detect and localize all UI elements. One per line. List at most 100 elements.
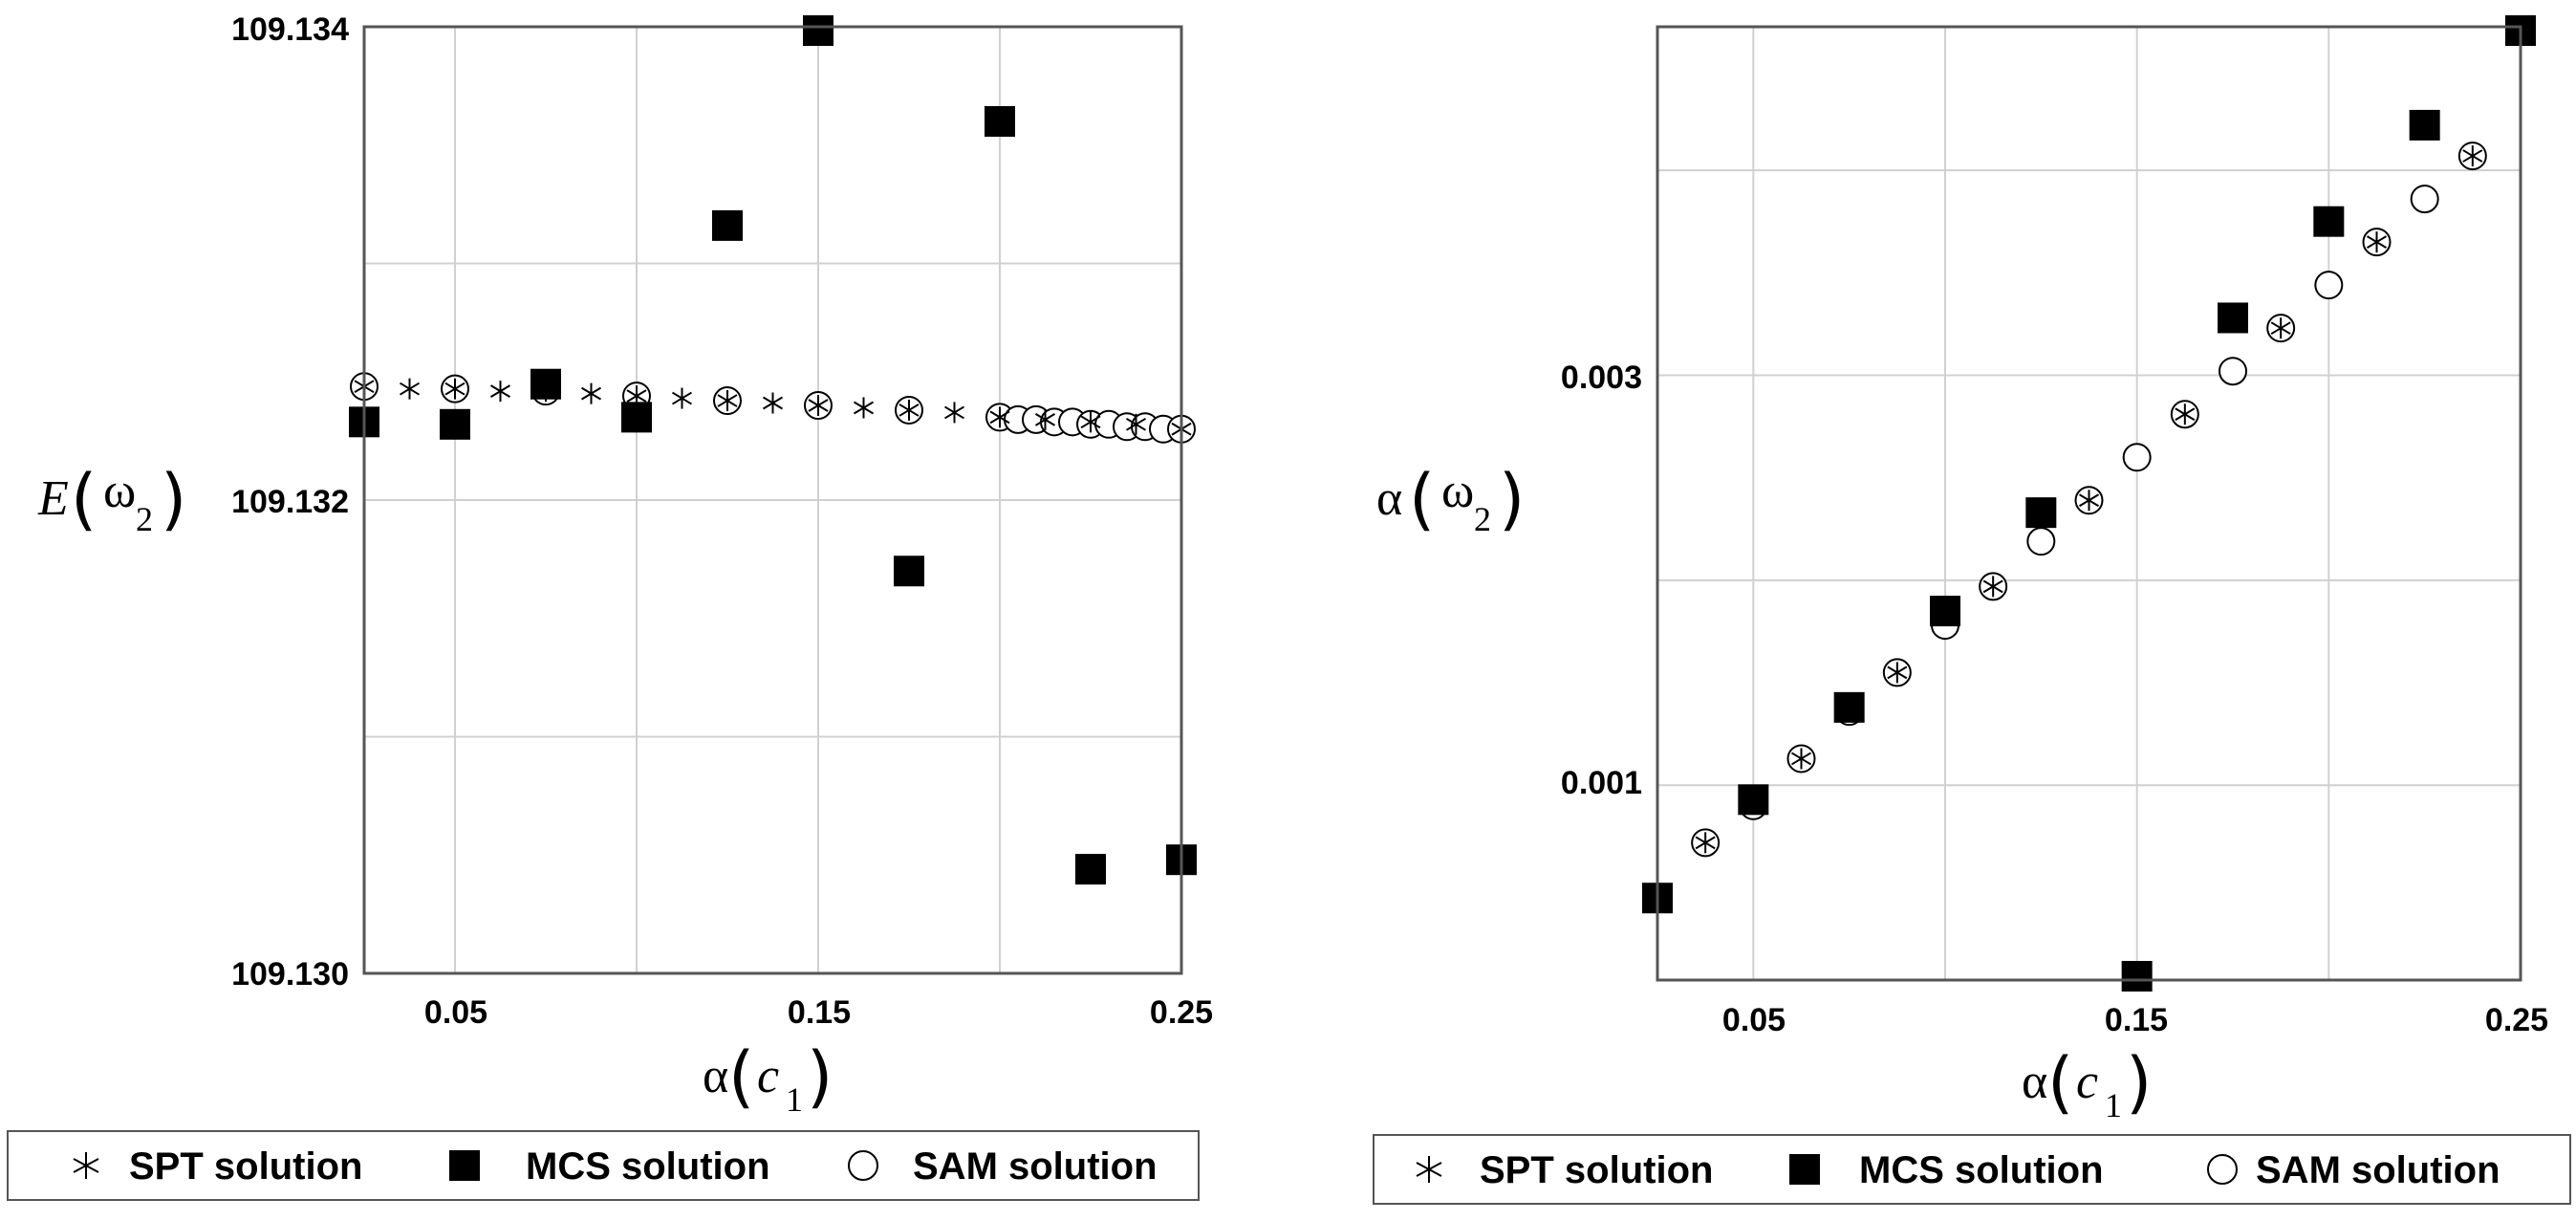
legend-square-icon [1789, 1154, 1820, 1185]
right-ytick-label: 0.003 [1561, 360, 1642, 396]
mcs-point [2121, 961, 2153, 992]
spt-point [717, 390, 738, 412]
mcs-point [2218, 302, 2248, 334]
svg-text:2: 2 [1474, 500, 1491, 538]
svg-text:(: ( [1409, 460, 1435, 538]
right-chart: 0.003 0.001 0.05 0.15 0.25 α ( ω 2 ) α (… [1373, 15, 2571, 1205]
right-xtick-label: 0.25 [2485, 1002, 2548, 1038]
sam-point [2219, 357, 2247, 386]
mcs-point [1075, 854, 1106, 885]
mcs-point [712, 209, 743, 241]
legend-circle-icon [2207, 1154, 2238, 1185]
legend-label-spt: SPT solution [129, 1145, 362, 1188]
left-xlabel: α ( c 1 ) [703, 1037, 833, 1119]
right-xlabel: α ( c 1 ) [2022, 1043, 2152, 1124]
spt-point [1887, 662, 1908, 684]
spt-point [1790, 748, 1812, 770]
spt-point [1080, 411, 1101, 433]
mcs-point [1833, 691, 1865, 723]
mcs-point [894, 556, 924, 587]
right-plot-frame [1656, 25, 2522, 982]
spt-point [1125, 413, 1147, 435]
right-xtick-label: 0.05 [1722, 1002, 1786, 1038]
svg-text:α: α [2022, 1055, 2047, 1109]
svg-text:): ) [807, 1037, 833, 1116]
legend-label-sam: SAM solution [2256, 1149, 2500, 1191]
svg-text:α: α [1376, 471, 1402, 526]
spt-point [2462, 145, 2483, 167]
svg-text:ω: ω [103, 464, 136, 518]
right-legend: SPT solution MCS solution SAM solution [1373, 1134, 2571, 1205]
spt-point [489, 381, 511, 403]
mcs-point [803, 15, 833, 46]
left-ytick-label: 109.132 [231, 484, 349, 520]
spt-point [989, 406, 1010, 428]
svg-text:): ) [161, 460, 186, 538]
mcs-point [985, 106, 1015, 137]
spt-point [808, 395, 829, 416]
svg-text:1: 1 [2105, 1086, 2122, 1124]
mcs-point [621, 402, 652, 433]
spt-point [1695, 832, 1716, 854]
left-ylabel: E ( ω 2 ) [37, 460, 186, 538]
left-xtick-label: 0.05 [424, 994, 487, 1031]
svg-text:1: 1 [786, 1080, 803, 1119]
spt-point [762, 392, 784, 414]
left-chart: 109.130 109.132 109.134 0.05 0.15 0.25 E… [7, 11, 1213, 1201]
right-ytick-label: 0.001 [1561, 765, 1642, 801]
mcs-point [440, 408, 470, 440]
svg-text:E: E [37, 471, 69, 526]
spt-point [2270, 317, 2291, 339]
spt-point [580, 382, 602, 404]
left-grid [364, 27, 1181, 973]
svg-text:ω: ω [1441, 464, 1474, 518]
mcs-point [2025, 497, 2057, 529]
legend-square-icon [449, 1150, 480, 1181]
svg-text:(: ( [2047, 1043, 2073, 1122]
svg-text:2: 2 [136, 500, 153, 538]
legend-star-icon [1416, 1156, 1442, 1183]
mcs-point [1930, 596, 1960, 627]
right-grid [1657, 27, 2521, 980]
svg-text:c: c [757, 1049, 779, 1103]
svg-text:(: ( [728, 1037, 754, 1116]
mcs-point [1738, 784, 1769, 816]
spt-point [2366, 231, 2388, 253]
legend-label-sam: SAM solution [913, 1145, 1158, 1188]
sam-point [2410, 185, 2439, 214]
spt-point [853, 397, 875, 419]
spt-point [1982, 576, 2003, 598]
spt-point [671, 387, 693, 409]
sam-point [2026, 527, 2056, 556]
left-ytick-label: 109.134 [231, 11, 349, 48]
legend-label-spt: SPT solution [1480, 1149, 1713, 1191]
left-plot-frame [362, 25, 1183, 975]
legend-label-mcs: MCS solution [526, 1145, 770, 1188]
svg-text:α: α [703, 1049, 728, 1103]
spt-point [943, 402, 965, 424]
left-legend: SPT solution MCS solution SAM solution [7, 1130, 1200, 1201]
left-xtick-label: 0.15 [788, 994, 851, 1031]
sam-point [2314, 271, 2344, 300]
legend-star-icon [73, 1152, 99, 1179]
spt-point [2078, 490, 2100, 512]
right-ylabel: α ( ω 2 ) [1376, 460, 1525, 538]
svg-text:c: c [2076, 1055, 2098, 1109]
legend-circle-icon [848, 1150, 878, 1181]
spt-point [444, 378, 465, 400]
sam-point [2122, 443, 2152, 472]
mcs-point [2409, 109, 2440, 141]
left-ytick-label: 109.130 [231, 956, 349, 992]
mcs-point [530, 368, 561, 400]
svg-text:): ) [2126, 1043, 2152, 1122]
mcs-point [2313, 206, 2345, 237]
spt-point [1034, 408, 1056, 430]
svg-text:(: ( [71, 460, 97, 538]
spt-point [2175, 403, 2196, 425]
legend-label-mcs: MCS solution [1859, 1149, 2104, 1191]
right-xtick-label: 0.15 [2105, 1002, 2168, 1038]
svg-text:): ) [1499, 460, 1525, 538]
spt-point [898, 399, 920, 421]
left-xtick-label: 0.25 [1150, 994, 1213, 1031]
